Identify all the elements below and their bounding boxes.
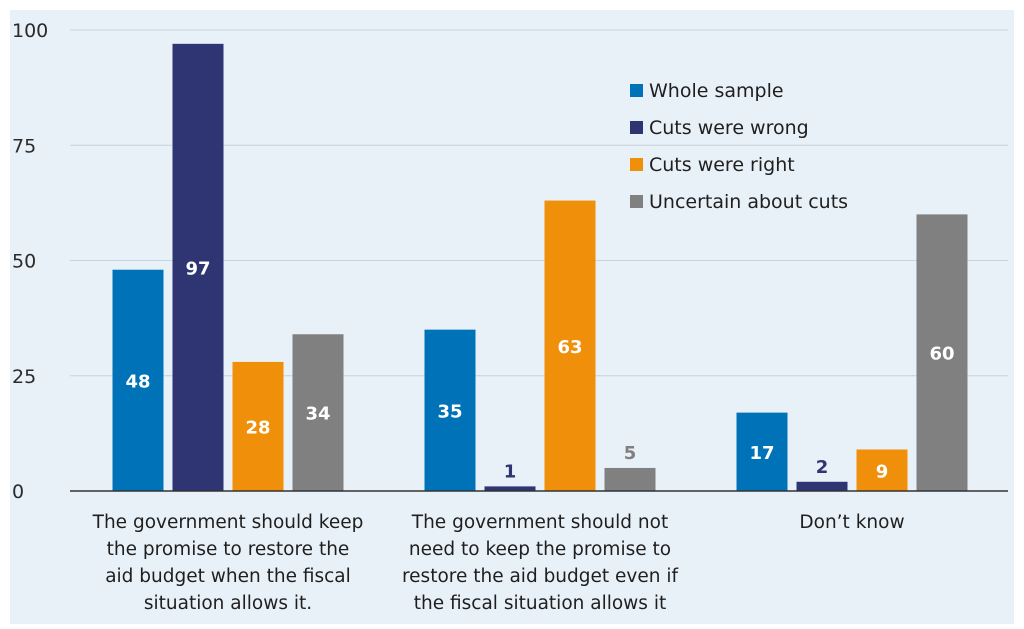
y-tick-label: 25 — [12, 366, 36, 388]
bar — [424, 329, 476, 491]
y-tick-label: 50 — [12, 251, 36, 273]
y-tick-label: 75 — [12, 135, 36, 157]
category-labels: The government should keep the promise to… — [92, 512, 905, 614]
bar — [232, 361, 284, 491]
category-label: aid budget when the fiscal — [105, 566, 351, 587]
legend-swatch — [630, 158, 643, 171]
category-label: Don’t know — [799, 512, 904, 533]
bar — [112, 269, 164, 491]
legend-label: Uncertain about cuts — [649, 191, 848, 213]
data-label: 17 — [749, 443, 774, 464]
bar — [484, 486, 536, 491]
legend: Whole sample Cuts were wrong Cuts were rig… — [630, 80, 848, 213]
y-tick-label: 0 — [12, 481, 24, 503]
data-label: 97 — [185, 258, 210, 279]
bar — [544, 200, 596, 491]
legend-label: Cuts were right — [649, 154, 795, 176]
bar — [856, 449, 908, 491]
data-label: 60 — [929, 344, 954, 365]
category-label: situation allows it. — [144, 593, 312, 614]
data-label: 5 — [624, 443, 637, 464]
data-label: 1 — [504, 461, 517, 482]
bar — [172, 43, 224, 492]
data-label: 34 — [305, 404, 330, 425]
y-tick-label: 100 — [12, 20, 48, 42]
bar — [736, 412, 788, 491]
category-label: The government should not — [411, 512, 668, 533]
data-label: 2 — [816, 457, 829, 478]
bar — [796, 481, 848, 491]
legend-label: Cuts were wrong — [649, 117, 809, 139]
data-label: 63 — [557, 337, 582, 358]
category-label: need to keep the promise to — [409, 539, 671, 560]
y-axis-ticks: 0 25 50 75 100 — [12, 20, 48, 503]
data-label: 28 — [245, 417, 270, 438]
data-label: 35 — [437, 401, 462, 422]
legend-swatch — [630, 195, 643, 208]
bar — [916, 214, 968, 491]
category-label: the promise to restore the — [107, 539, 350, 560]
bars — [112, 43, 968, 492]
category-label: The government should keep — [92, 512, 364, 533]
bar — [292, 334, 344, 491]
category-label: the fiscal situation allows it — [414, 593, 666, 614]
category-label: restore the aid budget even if — [402, 566, 679, 587]
data-labels: 48 35 17 97 1 2 28 63 9 34 5 60 — [125, 258, 954, 482]
bar — [604, 467, 656, 491]
gridlines — [70, 29, 1008, 377]
legend-swatch — [630, 84, 643, 97]
legend-swatch — [630, 121, 643, 134]
data-label: 48 — [125, 371, 150, 392]
data-label: 9 — [876, 461, 889, 482]
legend-label: Whole sample — [649, 80, 784, 102]
